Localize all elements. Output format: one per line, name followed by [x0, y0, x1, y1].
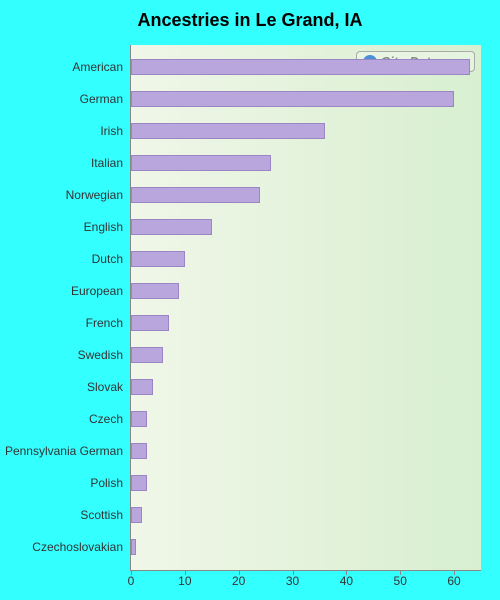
bar [131, 443, 147, 459]
bar [131, 411, 147, 427]
bar [131, 283, 179, 299]
bar [131, 379, 153, 395]
chart-plot-area: City-Data.com AmericanGermanIrishItalian… [130, 45, 481, 571]
bar [131, 475, 147, 491]
y-axis-label: Polish [90, 475, 123, 491]
y-axis-label: European [71, 283, 123, 299]
x-tick-label: 0 [128, 574, 135, 588]
y-axis-label: Dutch [92, 251, 123, 267]
bar [131, 91, 454, 107]
y-axis-label: American [72, 59, 123, 75]
y-axis-label: German [80, 91, 123, 107]
chart-stage: Ancestries in Le Grand, IA City-Data.com… [0, 0, 500, 600]
y-axis-label: English [84, 219, 123, 235]
y-axis-label: Irish [100, 123, 123, 139]
bar [131, 219, 212, 235]
bar [131, 59, 470, 75]
bar [131, 315, 169, 331]
bar [131, 347, 163, 363]
bar [131, 539, 136, 555]
y-axis-label: Pennsylvania German [5, 443, 123, 459]
x-tick-label: 10 [178, 574, 191, 588]
x-tick-label: 50 [394, 574, 407, 588]
y-axis-label: Scottish [80, 507, 123, 523]
y-axis-label: Norwegian [66, 187, 123, 203]
y-axis-label: Czech [89, 411, 123, 427]
y-axis-label: Italian [91, 155, 123, 171]
y-axis-label: Czechoslovakian [32, 539, 123, 555]
y-axis-label: Slovak [87, 379, 123, 395]
bar [131, 507, 142, 523]
bar [131, 187, 260, 203]
x-tick-label: 20 [232, 574, 245, 588]
y-axis-label: French [86, 315, 123, 331]
x-tick-label: 30 [286, 574, 299, 588]
bar [131, 251, 185, 267]
y-axis-label: Swedish [78, 347, 123, 363]
x-tick-label: 40 [340, 574, 353, 588]
x-tick-label: 60 [447, 574, 460, 588]
chart-title: Ancestries in Le Grand, IA [0, 10, 500, 31]
bar [131, 155, 271, 171]
bar [131, 123, 325, 139]
